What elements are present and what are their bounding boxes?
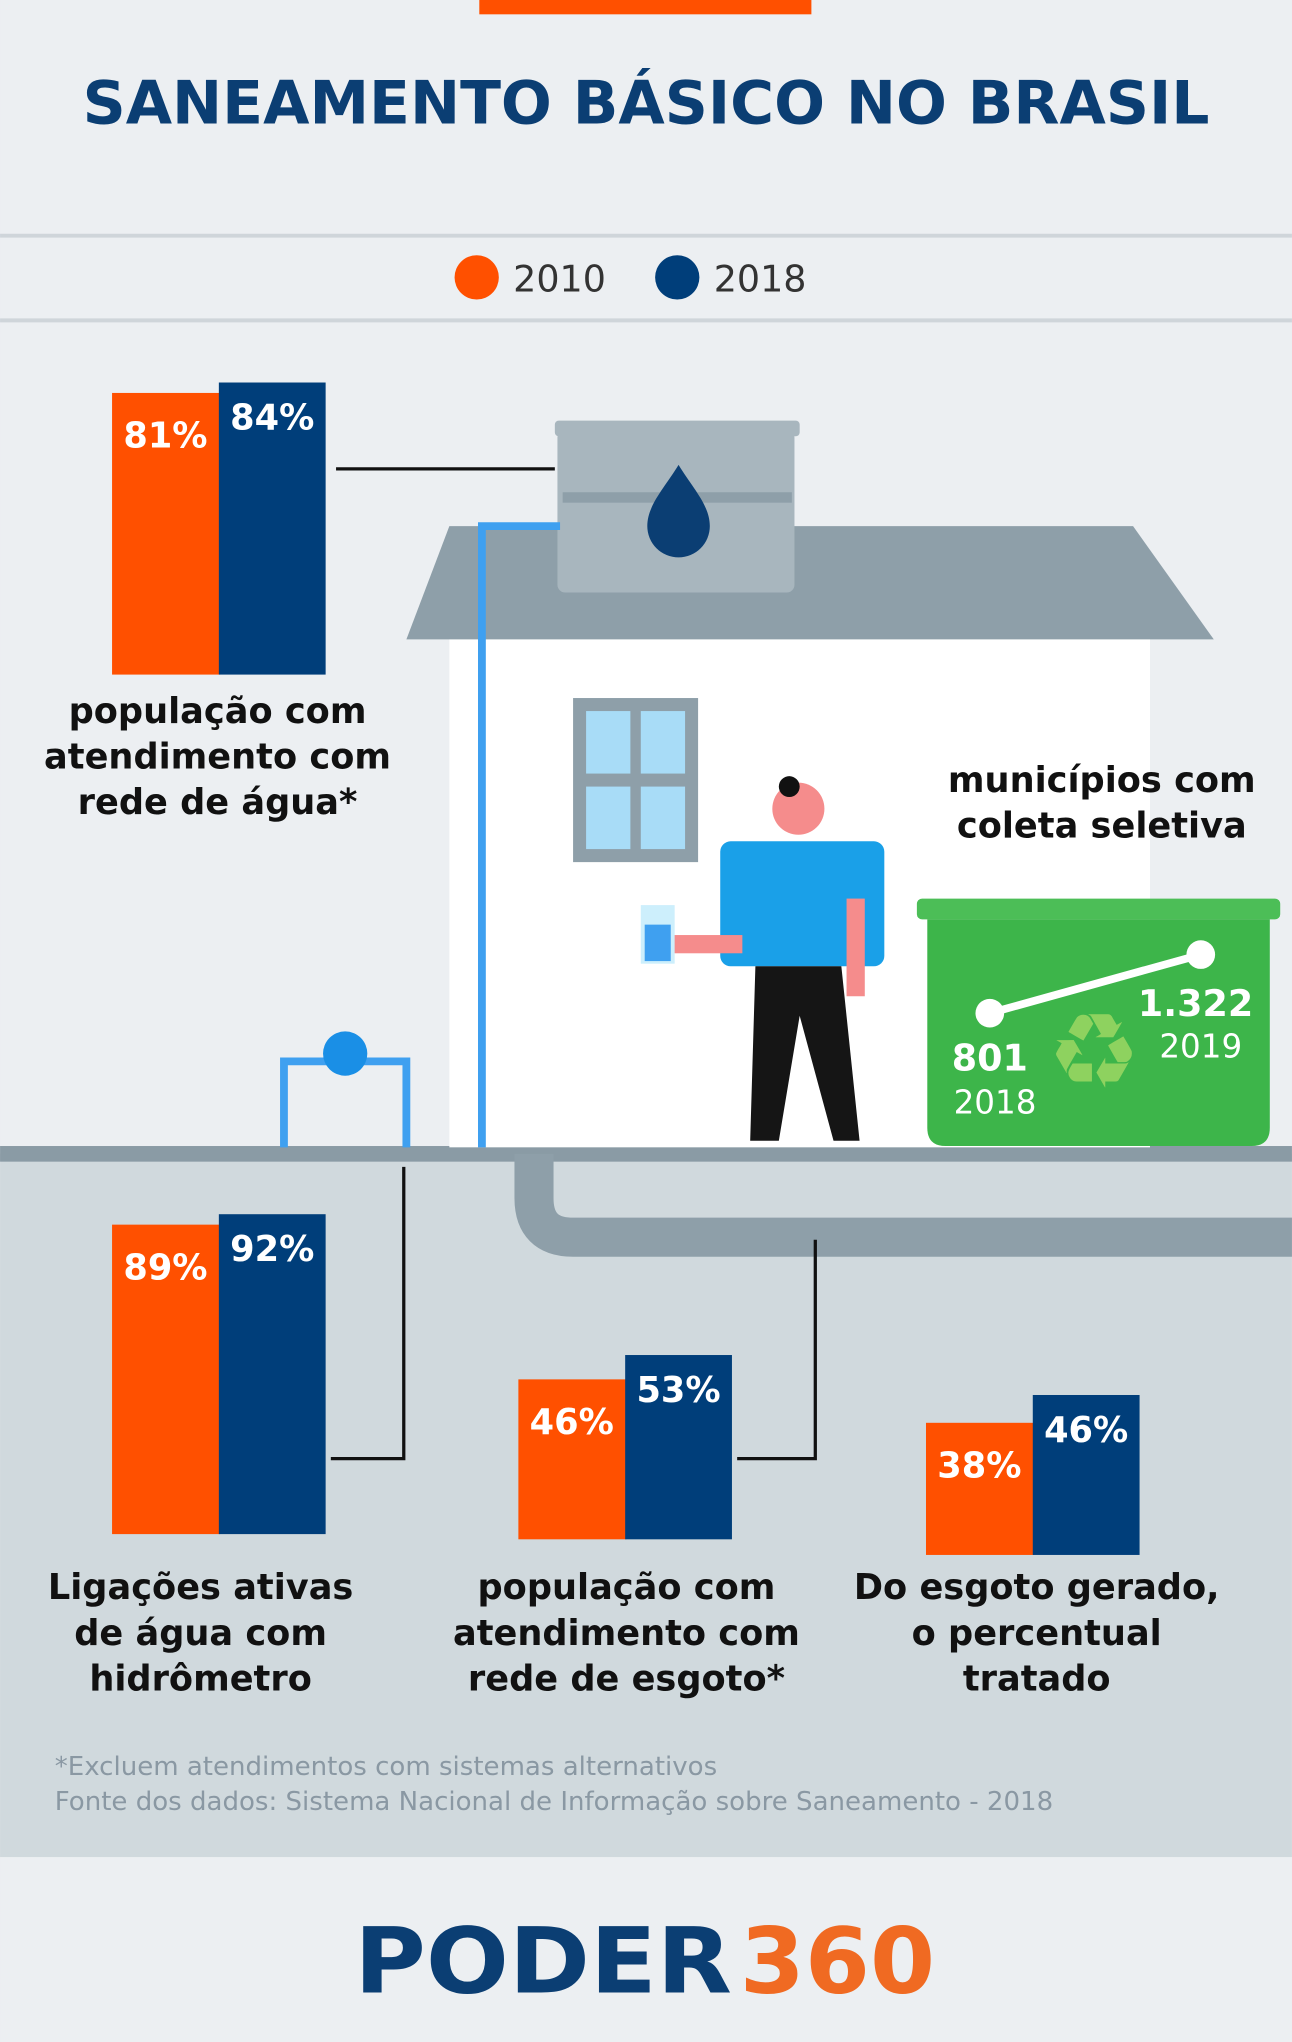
bar-2018-0: [218, 382, 326, 675]
category-label: de água com: [74, 1613, 327, 1654]
category-label: Do esgoto gerado,: [854, 1567, 1220, 1608]
water-drop-icon: [647, 464, 710, 558]
bar-2010-2: [518, 1379, 627, 1540]
bar-2010-1: [112, 1224, 221, 1535]
bar-2018-2: [625, 1355, 732, 1540]
bar-value-label: 89%: [123, 1247, 207, 1288]
line-point: [1186, 940, 1216, 969]
value-2019: 1.322: [1138, 982, 1253, 1025]
svg-text:PODER: PODER: [354, 1909, 732, 2015]
water-meter-icon: [323, 1031, 368, 1076]
year-2019: 2019: [1159, 1027, 1242, 1065]
label-coleta-seletiva-1: municípios com: [948, 760, 1256, 801]
source: Fonte dos dados: Sistema Nacional de Inf…: [55, 1787, 1053, 1817]
category-label: atendimento com: [44, 736, 391, 777]
category-label: Ligações ativas: [48, 1567, 354, 1608]
legend: 2010 2018: [454, 255, 807, 301]
bar-value-label: 46%: [530, 1402, 614, 1443]
category-label: rede de esgoto*: [468, 1658, 785, 1699]
category-label: população com: [478, 1567, 776, 1608]
label-coleta-seletiva-2: coleta seletiva: [957, 805, 1247, 846]
category-label: o percentual: [912, 1613, 1162, 1654]
bar-value-label: 81%: [123, 416, 207, 457]
category-label: tratado: [963, 1658, 1111, 1699]
line-point: [975, 998, 1005, 1028]
bar-value-label: 38%: [937, 1446, 1021, 1487]
bar-value-label: 92%: [230, 1229, 314, 1270]
bar-2010-0: [112, 392, 221, 675]
line-series: [988, 950, 1202, 1017]
bar-2018-1: [218, 1214, 326, 1535]
bar-2010-3: [925, 1422, 1035, 1555]
value-2018: 801: [952, 1036, 1028, 1079]
top-accent-bar: [479, 0, 812, 15]
svg-text:360: 360: [740, 1909, 935, 2015]
bar-value-label: 84%: [230, 397, 314, 438]
category-label: hidrômetro: [89, 1658, 312, 1699]
page-title: SANEAMENTO BÁSICO NO BRASIL: [83, 68, 1210, 139]
bar-value-label: 53%: [636, 1370, 720, 1411]
footnote: *Excluem atendimentos com sistemas alter…: [55, 1752, 717, 1782]
legend-2010: 2010: [513, 258, 606, 301]
legend-2018: 2018: [714, 258, 807, 301]
category-label: população com: [69, 691, 367, 732]
category-label: rede de água*: [78, 782, 358, 823]
recycle-icon: ♻: [1047, 990, 1140, 1112]
poder360-logo: PODER 360: [354, 1909, 935, 2015]
year-2018: 2018: [954, 1083, 1037, 1121]
category-label: atendimento com: [453, 1613, 800, 1654]
connector-lines: [330, 467, 817, 1461]
bar-2018-3: [1032, 1394, 1140, 1555]
bar-value-label: 46%: [1044, 1410, 1128, 1451]
